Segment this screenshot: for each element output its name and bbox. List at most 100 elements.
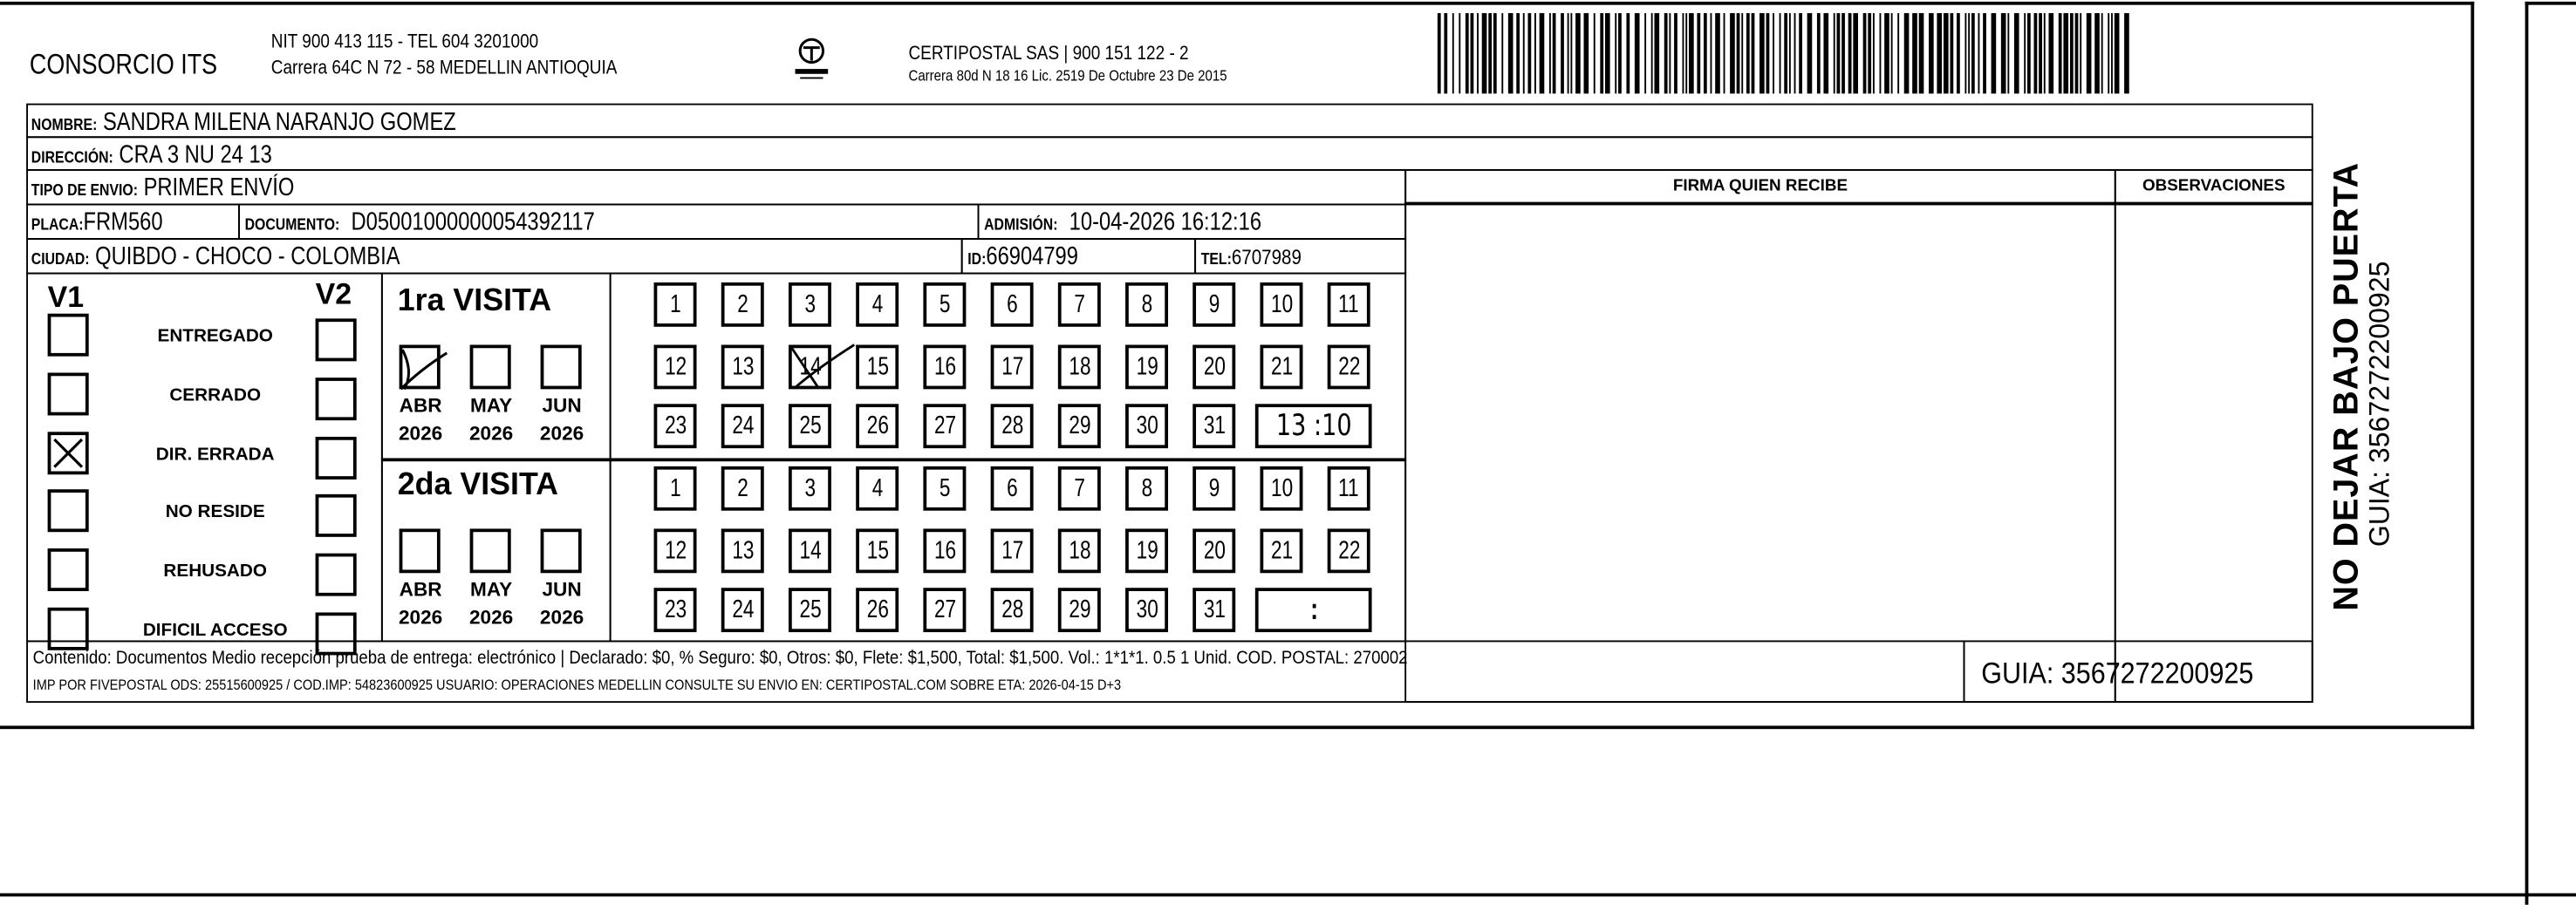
day-box[interactable]: 27 bbox=[923, 588, 967, 633]
month-checkbox[interactable] bbox=[540, 344, 582, 390]
barcode-bar bbox=[1444, 13, 1448, 94]
v1-checkbox[interactable] bbox=[47, 489, 89, 533]
divider bbox=[1404, 201, 2313, 205]
day-box[interactable]: 11 bbox=[1327, 466, 1370, 511]
day-box[interactable]: 25 bbox=[788, 404, 831, 449]
day-box[interactable]: 10 bbox=[1260, 466, 1303, 511]
v1-checkbox[interactable] bbox=[47, 607, 89, 650]
day-box[interactable]: 26 bbox=[856, 404, 899, 449]
barcode-bar bbox=[1746, 13, 1750, 94]
day-box[interactable]: 13 bbox=[721, 344, 764, 390]
day-box[interactable]: 24 bbox=[721, 588, 764, 633]
day-box[interactable]: 16 bbox=[923, 528, 967, 574]
v2-checkbox[interactable] bbox=[315, 377, 357, 420]
day-box[interactable]: 1 bbox=[653, 466, 697, 511]
day-box[interactable]: 15 bbox=[856, 528, 899, 574]
day-box[interactable]: 23 bbox=[653, 404, 697, 449]
day-box[interactable]: 3 bbox=[788, 282, 831, 327]
day-box[interactable]: 14 bbox=[788, 528, 831, 574]
day-box[interactable]: 30 bbox=[1125, 404, 1169, 449]
day-box[interactable]: 8 bbox=[1125, 282, 1169, 327]
day-box[interactable]: 5 bbox=[923, 282, 967, 327]
v1-checkbox[interactable] bbox=[47, 431, 89, 474]
day-box[interactable]: 20 bbox=[1192, 528, 1236, 574]
day-box[interactable]: 9 bbox=[1192, 282, 1236, 327]
day-box[interactable]: 12 bbox=[653, 528, 697, 574]
month-checkbox[interactable] bbox=[469, 344, 511, 390]
signature-column[interactable] bbox=[1404, 168, 2116, 704]
day-box[interactable]: 17 bbox=[990, 528, 1034, 574]
day-box[interactable]: 8 bbox=[1125, 466, 1169, 511]
day-box[interactable]: 23 bbox=[653, 588, 697, 633]
month-checkbox[interactable] bbox=[540, 528, 582, 574]
time-box[interactable]: : bbox=[1254, 588, 1372, 633]
day-box[interactable]: 3 bbox=[788, 466, 831, 511]
barcode-bar bbox=[1669, 13, 1671, 94]
v1-checkbox[interactable] bbox=[47, 372, 89, 416]
day-box[interactable]: 19 bbox=[1125, 528, 1169, 574]
day-box[interactable]: 28 bbox=[990, 404, 1034, 449]
day-box[interactable]: 2 bbox=[721, 466, 764, 511]
day-box[interactable]: 7 bbox=[1057, 282, 1101, 327]
day-box[interactable]: 6 bbox=[990, 282, 1034, 327]
day-box[interactable]: 13 bbox=[721, 528, 764, 574]
barcode-bar bbox=[1943, 13, 1949, 94]
day-box[interactable]: 22 bbox=[1327, 528, 1370, 574]
month-checkbox[interactable] bbox=[399, 344, 448, 391]
day-box[interactable]: 25 bbox=[788, 588, 831, 633]
day-box[interactable]: 4 bbox=[856, 466, 899, 511]
barcode-bar bbox=[1807, 13, 1813, 94]
day-box[interactable]: 15 bbox=[856, 344, 899, 390]
day-box[interactable]: 6 bbox=[990, 466, 1034, 511]
day-box[interactable]: 31 bbox=[1192, 588, 1236, 633]
v1-checkbox[interactable] bbox=[47, 313, 89, 357]
day-box[interactable]: 24 bbox=[721, 404, 764, 449]
v2-checkbox[interactable] bbox=[315, 554, 357, 596]
barcode-bar bbox=[1664, 13, 1668, 94]
v2-checkbox[interactable] bbox=[315, 612, 357, 656]
barcode-bar bbox=[1507, 13, 1513, 94]
time-box[interactable]: 13 :10 bbox=[1254, 404, 1372, 449]
day-box[interactable]: 1 bbox=[653, 282, 697, 327]
day-box[interactable]: 11 bbox=[1327, 282, 1370, 327]
day-box[interactable]: 2 bbox=[721, 282, 764, 327]
v2-checkbox[interactable] bbox=[315, 494, 357, 538]
day-box[interactable]: 10 bbox=[1260, 282, 1303, 327]
barcode-bar bbox=[1903, 13, 1910, 94]
barcode-bar bbox=[2026, 13, 2031, 94]
address-field: DIRECCIÓN: CRA 3 NU 24 13 bbox=[31, 140, 272, 169]
day-box[interactable]: 18 bbox=[1057, 344, 1101, 390]
day-box[interactable]: 4 bbox=[856, 282, 899, 327]
day-box[interactable]: 17 bbox=[990, 344, 1034, 390]
day-box[interactable]: 19 bbox=[1125, 344, 1169, 390]
day-box[interactable]: 16 bbox=[923, 344, 967, 390]
v2-checkbox[interactable] bbox=[315, 436, 357, 480]
day-box[interactable]: 5 bbox=[923, 466, 967, 511]
day-box[interactable]: 9 bbox=[1192, 466, 1236, 511]
observations-column[interactable] bbox=[2114, 168, 2313, 704]
day-box[interactable]: 31 bbox=[1192, 404, 1236, 449]
barcode-bar bbox=[2039, 13, 2042, 94]
day-box[interactable]: 30 bbox=[1125, 588, 1169, 633]
day-box[interactable]: 29 bbox=[1057, 404, 1101, 449]
day-box[interactable]: 26 bbox=[856, 588, 899, 633]
day-box[interactable]: 14 bbox=[788, 344, 856, 390]
v2-checkbox[interactable] bbox=[315, 318, 357, 362]
month-checkbox[interactable] bbox=[469, 528, 511, 574]
day-box[interactable]: 7 bbox=[1057, 466, 1101, 511]
day-box[interactable]: 18 bbox=[1057, 528, 1101, 574]
day-box[interactable]: 12 bbox=[653, 344, 697, 390]
day-box[interactable]: 28 bbox=[990, 588, 1034, 633]
barcode-bar bbox=[1868, 13, 1872, 94]
v1-checkbox[interactable] bbox=[47, 548, 89, 592]
month-checkbox[interactable] bbox=[399, 528, 441, 574]
barcode-bar bbox=[1879, 13, 1882, 94]
day-box[interactable]: 22 bbox=[1327, 344, 1370, 390]
barcode-bar bbox=[1968, 13, 1971, 94]
day-box[interactable]: 21 bbox=[1260, 344, 1303, 390]
day-box[interactable]: 27 bbox=[923, 404, 967, 449]
day-box[interactable]: 29 bbox=[1057, 588, 1101, 633]
day-box[interactable]: 21 bbox=[1260, 528, 1303, 574]
day-box[interactable]: 20 bbox=[1192, 344, 1236, 390]
side-warning: NO DEJAR BAJO PUERTA bbox=[2327, 161, 2366, 611]
